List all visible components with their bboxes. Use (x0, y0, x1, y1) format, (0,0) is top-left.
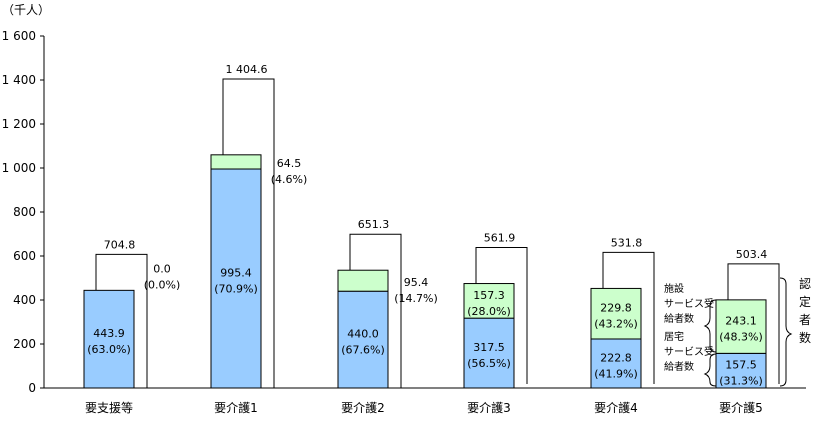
total-label: 531.8 (611, 236, 643, 249)
y-tick-label: 200 (13, 337, 36, 351)
category-label: 要介護2 (341, 400, 385, 415)
home-share-label: (67.6%) (341, 344, 385, 357)
total-brackets: 704.8 1 404.6 651.3 561.9 531.8 503.4 (95, 63, 780, 388)
facility-share-label: (48.3%) (719, 331, 763, 344)
total-bracket (95, 253, 148, 388)
total-label: 503.4 (736, 248, 768, 261)
facility-annotation-line: 施設 (664, 282, 684, 295)
facility-value-label: 243.1 (725, 315, 757, 328)
bar-facility-service (590, 287, 642, 340)
home-annotation-line: サービス受 (664, 346, 714, 358)
home-value-label: 317.5 (473, 341, 505, 354)
home-share-label: (70.9%) (214, 283, 258, 296)
certified-annotation-char: 数 (799, 330, 811, 345)
bar-facility-service (715, 299, 767, 354)
total-label: 704.8 (104, 238, 136, 251)
home-brace (703, 353, 717, 387)
y-tick-label: 400 (13, 293, 36, 307)
facility-share-label: (43.2%) (594, 318, 638, 331)
facility-value-label: 95.4 (404, 276, 429, 289)
bars (83, 154, 767, 389)
total-bracket (727, 263, 780, 384)
total-label: 651.3 (358, 218, 390, 231)
data-labels: 443.9 (63.0%) 0.0 (0.0%) 995.4 (70.9%) 64.5 (4.… (87, 157, 763, 388)
facility-share-label: (4.6%) (271, 173, 308, 186)
facility-annotation-line: サービス受 (664, 298, 714, 310)
y-tick-label: 600 (13, 249, 36, 263)
y-tick-label: 1 600 (2, 29, 36, 43)
home-share-label: (63.0%) (87, 343, 131, 356)
category-labels: 要支援等 要介護1 要介護2 要介護3 要介護4 要介護5 (85, 400, 763, 415)
total-bracket (222, 78, 275, 388)
home-value-label: 443.9 (93, 327, 125, 340)
category-label: 要介護5 (719, 400, 763, 415)
category-label: 要介護1 (214, 400, 258, 415)
y-tick-label: 800 (13, 205, 36, 219)
certified-annotation-char: 定 (799, 294, 811, 309)
category-label: 要介護4 (594, 400, 638, 415)
bar-facility-service (463, 283, 515, 319)
total-bracket (475, 247, 528, 384)
bar-home-service (337, 290, 389, 389)
home-value-label: 157.5 (725, 359, 757, 372)
facility-annotation-line: 給者数 (664, 312, 694, 325)
facility-share-label: (28.0%) (467, 305, 511, 318)
home-annotation-line: 居宅 (664, 330, 684, 343)
facility-value-label: 64.5 (277, 157, 302, 170)
bar-facility-service (210, 154, 262, 170)
home-annotation-line: 給者数 (664, 360, 694, 373)
total-bracket (349, 233, 402, 388)
total-bracket (602, 251, 655, 384)
y-tick-label: 1 400 (2, 73, 36, 87)
home-value-label: 222.8 (600, 351, 632, 364)
certified-brace (779, 277, 793, 387)
bar-home-service (83, 289, 135, 389)
category-label: 要介護3 (467, 400, 511, 415)
unit-label: （千人） (2, 3, 50, 17)
y-tick-label: 0 (28, 381, 36, 395)
facility-brace (703, 299, 717, 353)
bar-home-service (210, 168, 262, 389)
home-value-label: 440.0 (347, 328, 379, 341)
total-label: 1 404.6 (226, 63, 268, 76)
bar-home-service (463, 317, 515, 389)
facility-value-label: 229.8 (600, 302, 632, 315)
axes: 0 200 400 600 800 1 000 1 200 1 400 1 600 (2, 29, 806, 395)
facility-value-label: 157.3 (473, 289, 505, 302)
home-value-label: 995.4 (220, 267, 252, 280)
home-share-label: (41.9%) (594, 367, 638, 380)
certified-annotation-char: 認 (799, 276, 811, 291)
y-tick-label: 1 000 (2, 161, 36, 175)
facility-share-label: (0.0%) (144, 278, 181, 291)
total-label: 561.9 (484, 232, 516, 245)
category-label: 要支援等 (85, 401, 133, 415)
home-share-label: (31.3%) (719, 375, 763, 388)
home-share-label: (56.5%) (467, 357, 511, 370)
bar-facility-service (337, 269, 389, 292)
facility-value-label: 0.0 (153, 262, 171, 275)
facility-share-label: (14.7%) (394, 292, 438, 305)
certified-annotation-char: 者 (799, 313, 811, 327)
y-tick-label: 1 200 (2, 117, 36, 131)
